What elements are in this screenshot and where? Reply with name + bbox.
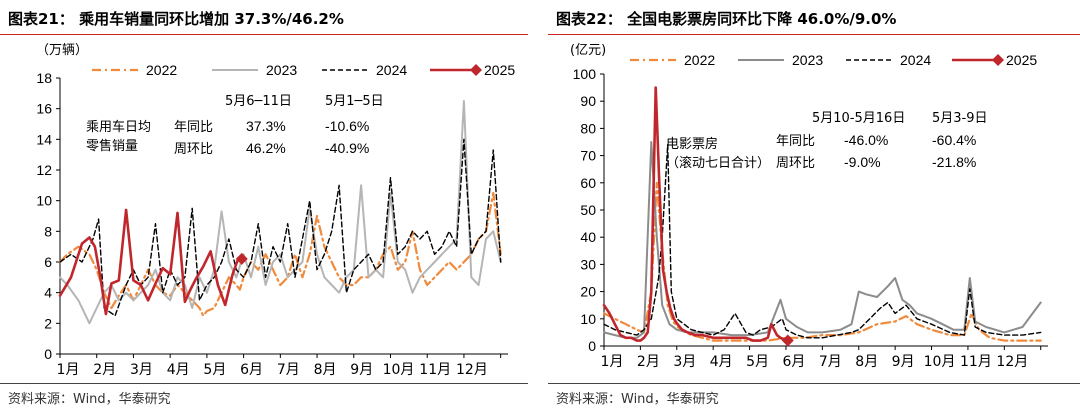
annotation-value: -9.0% xyxy=(844,154,881,170)
x-tick-label: 12月 xyxy=(996,354,1028,370)
x-tick-label: 1月 xyxy=(57,362,80,378)
x-tick-label: 8月 xyxy=(314,362,337,378)
annotation-column-header: 5月10-5月16日 xyxy=(812,111,905,126)
y-tick-label: 8 xyxy=(44,223,52,239)
x-tick-label: 5月 xyxy=(203,362,226,378)
x-tick-label: 10月 xyxy=(924,354,956,370)
annotation-column-header: 5月3-9日 xyxy=(932,111,988,126)
annotation-row-label: 年同比 xyxy=(776,134,815,149)
annotation-row-label: 周环比 xyxy=(174,142,213,157)
x-tick-label: 1月 xyxy=(601,354,624,370)
y-tick-label: 80 xyxy=(580,120,596,136)
series-end-marker-2025 xyxy=(781,334,794,347)
legend-label-2022: 2022 xyxy=(146,62,177,78)
legend-label-2024: 2024 xyxy=(900,52,931,68)
y-tick-label: 10 xyxy=(580,311,596,327)
y-tick-label: 16 xyxy=(36,101,52,117)
source-divider xyxy=(0,383,528,384)
annotation-value: 37.3% xyxy=(246,118,286,134)
y-tick-label: 18 xyxy=(36,70,52,86)
x-tick-label: 6月 xyxy=(240,362,263,378)
car-sales-chart: （万辆） 0 2 4 6 8 10 12 14 16 18 1月 2月 3月 4月 5月 6月 7月 8月 9月 10月… xyxy=(36,43,515,378)
y-tick-label: 6 xyxy=(44,254,52,270)
y-tick-label: 90 xyxy=(580,93,596,109)
title-divider xyxy=(0,34,528,35)
series-line-2025 xyxy=(58,208,244,316)
source-divider xyxy=(548,383,1080,384)
x-tick-label: 2月 xyxy=(637,354,660,370)
annotation-column-header: 5月6─11日 xyxy=(225,94,292,109)
annotation-text: 电影票房 xyxy=(666,136,718,152)
y-tick-label: 30 xyxy=(580,256,596,272)
y-axis-unit-label: (亿元) xyxy=(570,43,606,58)
annotation-text: 乘用车日均 xyxy=(86,119,151,135)
title-divider xyxy=(548,34,1080,35)
annotation-value: -21.8% xyxy=(932,154,976,170)
y-tick-label: 0 xyxy=(588,338,596,354)
y-tick-label: 4 xyxy=(44,285,52,301)
y-tick-label: 2 xyxy=(44,315,52,331)
x-tick-label: 9月 xyxy=(350,362,373,378)
y-tick-label: 60 xyxy=(580,175,596,191)
x-tick-label: 4月 xyxy=(710,354,733,370)
x-tick-label: 7月 xyxy=(819,354,842,370)
legend-marker-2025 xyxy=(992,54,1004,66)
x-tick-label: 3月 xyxy=(130,362,153,378)
y-tick-label: 40 xyxy=(580,229,596,245)
annotation-value: -10.6% xyxy=(325,118,369,134)
legend-marker-2025 xyxy=(470,64,482,76)
chart-title: 图表21： 乘用车销量同环比增加 37.3%/46.2% xyxy=(8,10,344,28)
y-tick-label: 50 xyxy=(580,202,596,218)
y-tick-label: 10 xyxy=(36,193,52,209)
series-line-2023 xyxy=(59,100,502,325)
annotation-text: 零售销量 xyxy=(86,138,138,154)
series-line-2024 xyxy=(603,143,1042,339)
x-tick-label: 4月 xyxy=(167,362,190,378)
x-tick-label: 5月 xyxy=(746,354,769,370)
x-tick-label: 6月 xyxy=(783,354,806,370)
y-tick-label: 12 xyxy=(36,162,52,178)
x-tick-label: 11月 xyxy=(419,362,451,378)
y-tick-label: 0 xyxy=(44,346,52,362)
annotation-value: -60.4% xyxy=(932,132,976,148)
annotation-value: -46.0% xyxy=(844,132,888,148)
box-office-chart: (亿元) 0 10 20 30 40 50 60 70 80 90 100 1月 2月 3月 4月 5月 6月 7月… xyxy=(570,43,1048,370)
legend-label-2023: 2023 xyxy=(266,62,297,78)
annotation-row-label: 年同比 xyxy=(174,120,213,135)
y-tick-label: 100 xyxy=(573,66,597,82)
y-tick-label: 70 xyxy=(580,148,596,164)
series-line-2023 xyxy=(603,141,1042,339)
legend-label-2022: 2022 xyxy=(684,52,715,68)
y-tick-label: 20 xyxy=(580,284,596,300)
legend-label-2023: 2023 xyxy=(792,52,823,68)
x-tick-label: 3月 xyxy=(673,354,696,370)
x-tick-label: 2月 xyxy=(93,362,116,378)
annotation-text: （滚动七日合计） xyxy=(666,155,770,171)
series-end-marker-2025 xyxy=(235,252,248,265)
legend-label-2024: 2024 xyxy=(376,62,407,78)
source-note: 资料来源：Wind，华泰研究 xyxy=(8,392,171,407)
annotation-value: 46.2% xyxy=(246,140,286,156)
x-tick-label: 10月 xyxy=(383,362,415,378)
annotation-row-label: 周环比 xyxy=(776,156,815,171)
x-tick-label: 9月 xyxy=(892,354,915,370)
y-axis-unit-label: （万辆） xyxy=(36,43,88,58)
series-line-2022 xyxy=(58,191,502,317)
legend-label-2025: 2025 xyxy=(1006,52,1037,68)
annotation-value: -40.9% xyxy=(325,140,369,156)
source-note: 资料来源：Wind，华泰研究 xyxy=(556,392,719,407)
chart-panel-car-sales: 图表21： 乘用车销量同环比增加 37.3%/46.2% （万辆） 0 2 4 6 8 10… xyxy=(0,0,528,413)
legend-label-2025: 2025 xyxy=(484,62,515,78)
chart-title: 图表22： 全国电影票房同环比下降 46.0%/9.0% xyxy=(556,10,897,28)
chart-panel-box-office: 图表22： 全国电影票房同环比下降 46.0%/9.0% (亿元) 0 10 20 30… xyxy=(548,0,1080,413)
series-line-2024 xyxy=(59,138,502,317)
x-tick-label: 8月 xyxy=(855,354,878,370)
y-tick-label: 14 xyxy=(36,131,52,147)
x-tick-label: 7月 xyxy=(277,362,300,378)
annotation-column-header: 5月1─5日 xyxy=(325,94,384,109)
series-line-2025 xyxy=(602,86,790,342)
x-tick-label: 11月 xyxy=(960,354,992,370)
x-tick-label: 12月 xyxy=(456,362,488,378)
